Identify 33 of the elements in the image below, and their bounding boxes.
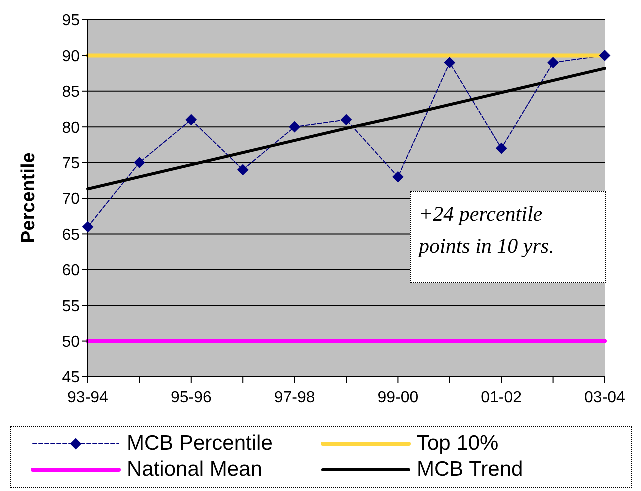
legend-label: MCB Trend: [417, 457, 524, 483]
point: [392, 172, 404, 183]
x-tick-label: 99-00: [378, 389, 419, 406]
y-tick-label: 60: [62, 262, 80, 280]
y-tick-label: 80: [62, 120, 80, 137]
x-tick-label: 93-94: [68, 389, 109, 406]
point: [548, 57, 559, 68]
y-axis-title: Percentile: [18, 152, 40, 244]
legend-label: Top 10%: [417, 431, 499, 457]
legend-label: MCB Percentile: [127, 431, 273, 457]
y-tick-label: 90: [62, 48, 80, 66]
x-tick-label: 97-98: [274, 389, 316, 406]
point: [341, 114, 352, 126]
x-tick-label: 01-02: [481, 389, 522, 406]
point: [134, 157, 146, 168]
y-tick-label: 45: [62, 370, 80, 387]
point: [238, 164, 249, 176]
annotation: +24 percentile points in 10 yrs.: [410, 191, 606, 283]
y-tick-label: 55: [62, 298, 80, 316]
x-tick-label: 95-96: [170, 389, 212, 406]
point: [186, 114, 197, 126]
point: [444, 57, 456, 68]
y-tick-label: 75: [62, 155, 80, 172]
y-tick-label: 95: [62, 12, 80, 30]
x-tick-label: 03-04: [584, 389, 626, 406]
y-tick-label: 65: [62, 226, 80, 244]
point: [289, 122, 300, 133]
point: [496, 143, 508, 154]
y-tick-label: 85: [62, 84, 80, 102]
point: [600, 50, 610, 62]
y-tick-label: 50: [62, 334, 80, 351]
legend-label: National Mean: [127, 457, 262, 483]
y-tick-label: 70: [62, 191, 80, 208]
